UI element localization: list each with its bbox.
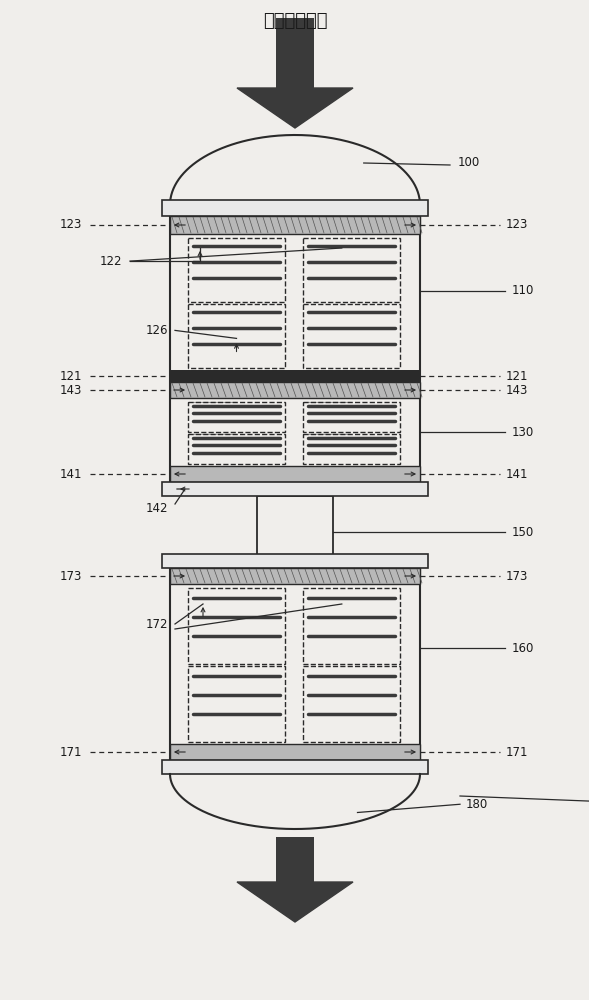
Bar [170, 382, 420, 398]
Bar [162, 482, 428, 496]
Bar [170, 370, 420, 382]
Bar [162, 200, 428, 216]
Text: 173: 173 [506, 570, 528, 582]
Bar [170, 568, 420, 760]
Text: 126: 126 [145, 324, 168, 337]
Polygon shape [237, 88, 353, 128]
Bar [303, 434, 400, 464]
Text: 171: 171 [506, 746, 528, 758]
Bar [188, 402, 285, 432]
Bar [170, 216, 420, 482]
Text: 110: 110 [512, 284, 534, 297]
Text: 143: 143 [59, 383, 82, 396]
Text: 123: 123 [506, 219, 528, 232]
Bar [188, 434, 285, 464]
Bar [162, 760, 428, 774]
Text: 142: 142 [145, 502, 168, 514]
Bar [188, 304, 285, 368]
Bar [276, 837, 314, 882]
Bar [188, 666, 285, 742]
Text: 172: 172 [145, 617, 168, 631]
Text: 130: 130 [512, 426, 534, 438]
Bar [276, 18, 314, 88]
Bar [303, 402, 400, 432]
Polygon shape [237, 882, 353, 922]
Text: 121: 121 [59, 369, 82, 382]
Text: 160: 160 [512, 642, 534, 654]
Text: 150: 150 [512, 526, 534, 538]
Bar [303, 666, 400, 742]
Bar [170, 466, 420, 482]
Bar [170, 216, 420, 234]
Bar [162, 554, 428, 568]
Text: 143: 143 [506, 383, 528, 396]
Bar [303, 238, 400, 302]
Text: 141: 141 [506, 468, 528, 481]
Bar [188, 588, 285, 664]
Bar [303, 588, 400, 664]
Text: 180: 180 [466, 798, 488, 811]
Bar [257, 496, 333, 568]
Text: 141: 141 [59, 468, 82, 481]
Text: 工艺气体流动: 工艺气体流动 [263, 12, 327, 30]
Text: 122: 122 [100, 255, 122, 268]
Text: 123: 123 [59, 219, 82, 232]
Text: 173: 173 [59, 570, 82, 582]
Text: 100: 100 [458, 156, 480, 169]
Bar [303, 304, 400, 368]
Text: 171: 171 [59, 746, 82, 758]
Text: 121: 121 [506, 369, 528, 382]
Bar [170, 568, 420, 584]
Bar [170, 744, 420, 760]
Bar [188, 238, 285, 302]
